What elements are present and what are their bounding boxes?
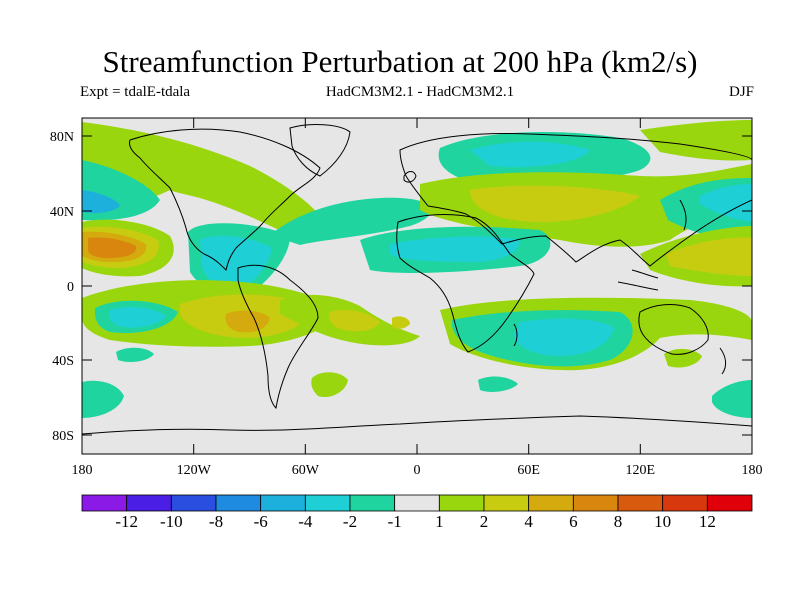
lat-label-40s: 40S <box>52 354 74 369</box>
lon-label-180-left: 180 <box>72 463 93 478</box>
colorbar-label: -8 <box>208 512 224 531</box>
lat-labels: 80N 40N 0 40S 80S <box>50 130 74 444</box>
coastline-antarctica <box>82 415 752 435</box>
lon-label-120w: 120W <box>177 463 212 478</box>
lat-axis <box>82 135 752 436</box>
colorbar-label: -4 <box>298 512 313 531</box>
contour-green-arctic <box>640 120 752 161</box>
colorbar-label: -10 <box>159 512 183 531</box>
contour-teal-southern-ocean-west <box>82 380 124 418</box>
coastline-japan <box>679 199 687 231</box>
colorbar-swatch <box>215 494 262 512</box>
colorbar-swatch <box>438 494 485 512</box>
coastline-greenland <box>289 124 351 177</box>
lon-label-60e: 60E <box>517 463 540 478</box>
contour-yellow-small-atlantic <box>392 316 410 329</box>
coastline-british-isles <box>403 171 417 183</box>
coastline-indonesia <box>617 269 659 291</box>
colorbar-swatch <box>706 494 753 512</box>
colorbar-swatch <box>81 494 128 512</box>
lon-axis <box>193 118 641 454</box>
coastline-africa <box>396 214 535 353</box>
colorbar-swatch <box>304 494 351 512</box>
colorbar-label: 10 <box>654 512 672 531</box>
colorbar-label: -6 <box>253 512 268 531</box>
contour-orange-south-pacific <box>225 310 270 333</box>
contour-cyan-west-pacific <box>700 184 752 222</box>
lat-label-80s: 80S <box>52 429 74 444</box>
lon-label-60w: 60W <box>292 463 320 478</box>
contour-cyan-central-america <box>200 235 272 291</box>
colorbar-swatch <box>528 494 574 512</box>
coastline-australia <box>638 304 709 355</box>
contour-teal-south-atlantic-small <box>478 376 518 392</box>
contour-green-australia-south <box>664 348 702 368</box>
lat-label-0: 0 <box>67 280 74 295</box>
lon-label-180-right: 180 <box>742 463 763 478</box>
colorbar-label: -2 <box>342 512 358 531</box>
colorbar-swatch <box>662 494 708 512</box>
colorbar-label: 6 <box>569 512 578 531</box>
contour-yellow-pacific-east <box>666 237 752 276</box>
contour-yellow-south-atlantic <box>329 309 380 332</box>
coastline-new-zealand <box>719 347 727 375</box>
colorbar-swatch <box>170 494 217 512</box>
colorbar-swatch <box>394 494 440 512</box>
coastline-madagascar <box>513 323 518 347</box>
colorbar <box>81 494 753 512</box>
lon-label-120e: 120E <box>626 463 656 478</box>
season-label: DJF <box>728 84 754 100</box>
colorbar-label: 2 <box>479 512 489 531</box>
contour-cyan-north-pacific <box>82 190 120 214</box>
lon-labels: 180 120W 60W 0 60E 120E 180 <box>72 463 763 478</box>
contour-cyan-africa-north <box>390 236 520 262</box>
contour-green-north-america <box>82 122 330 240</box>
contour-cyan-indian-ocean <box>514 318 614 356</box>
colorbar-label: 12 <box>698 512 716 531</box>
contour-darkorange-pacific-anticyclone <box>88 237 137 258</box>
colorbar-swatch <box>349 494 396 512</box>
lon-label-0: 0 <box>414 463 421 478</box>
colorbar-swatch <box>572 494 619 512</box>
contour-teal-atlantic-europe <box>270 197 432 245</box>
colorbar-swatch <box>126 494 172 512</box>
experiment-label: Expt = tdalE-tdala <box>80 84 191 100</box>
contour-teal-southern-ocean-east <box>712 380 752 418</box>
page-title: Streamfunction Perturbation at 200 hPa (… <box>102 44 698 79</box>
colorbar-swatch <box>483 494 530 512</box>
contour-green-south-atlantic-small <box>311 372 348 398</box>
lat-label-40n: 40N <box>50 205 74 220</box>
coastline-eurasia <box>399 133 752 267</box>
lat-label-80n: 80N <box>50 130 74 145</box>
colorbar-label: 8 <box>613 512 623 531</box>
contour-cyan-south-pacific-west <box>109 307 166 328</box>
colorbar-swatch <box>260 494 306 512</box>
colorbar-label: -1 <box>387 512 402 531</box>
contour-fields <box>82 120 752 418</box>
contour-cyan-eurasia <box>470 141 590 168</box>
colorbar-label: -12 <box>115 512 138 531</box>
colorbar-label: 1 <box>435 512 444 531</box>
colorbar-swatch <box>617 494 664 512</box>
contour-teal-south-pacific-small <box>116 347 154 362</box>
coastline-north-america <box>129 128 321 271</box>
contour-yellow-eurasia-band <box>470 185 640 222</box>
models-label: HadCM3M2.1 - HadCM3M2.1 <box>325 84 515 100</box>
coastline-south-america <box>237 264 319 410</box>
colorbar-label: 4 <box>524 512 533 531</box>
coastlines <box>82 124 752 435</box>
